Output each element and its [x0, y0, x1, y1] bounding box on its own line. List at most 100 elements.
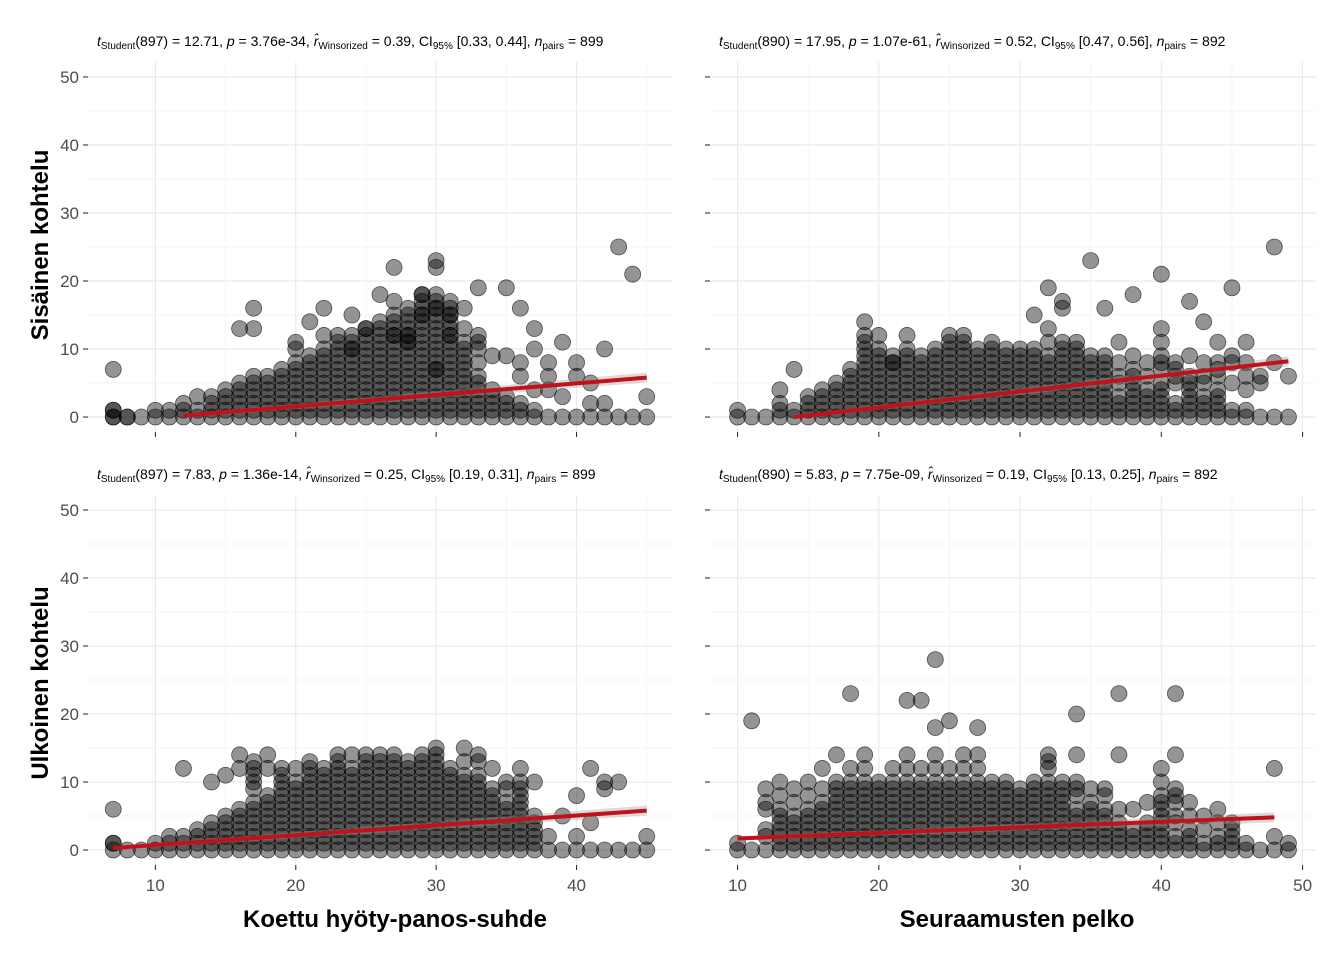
data-point: [898, 361, 916, 378]
data-point: [441, 766, 459, 784]
data-point: [259, 388, 277, 406]
data-point: [511, 408, 529, 426]
data-point: [870, 381, 888, 399]
data-point: [497, 794, 515, 811]
data-point: [1167, 828, 1184, 845]
data-point: [912, 800, 930, 818]
data-point: [469, 327, 487, 344]
data-point: [315, 347, 333, 365]
data-point: [898, 800, 916, 818]
data-point: [1195, 374, 1213, 392]
data-point: [385, 787, 403, 805]
data-point: [1025, 401, 1043, 419]
data-point: [624, 841, 642, 859]
data-point: [828, 381, 845, 399]
data-point: [399, 766, 417, 784]
data-point: [771, 395, 789, 412]
data-point: [455, 299, 473, 317]
data-point: [511, 395, 529, 412]
data-point: [941, 354, 958, 372]
data-point: [1110, 834, 1128, 852]
data-point: [301, 766, 319, 784]
data-point: [441, 841, 459, 859]
data-point: [969, 807, 987, 825]
data-point: [371, 746, 389, 764]
data-point: [469, 773, 487, 791]
data-point: [357, 760, 375, 777]
data-point: [757, 780, 775, 798]
data-point: [870, 374, 888, 392]
data-point: [287, 780, 305, 798]
data-point: [1110, 800, 1128, 818]
data-point: [1223, 347, 1241, 365]
data-point: [483, 828, 501, 845]
data-point: [1167, 746, 1184, 764]
data-point: [329, 773, 347, 791]
data-point: [955, 333, 972, 351]
x-axis: [154, 432, 578, 437]
data-point: [540, 828, 557, 845]
data-point: [217, 807, 234, 825]
data-point: [469, 367, 487, 385]
data-point: [231, 814, 249, 832]
data-point: [455, 800, 473, 818]
data-point: [371, 361, 389, 378]
data-point: [469, 766, 487, 784]
data-point: [455, 834, 473, 852]
data-point: [245, 299, 263, 317]
data-point: [343, 381, 361, 399]
data-point: [1181, 828, 1198, 845]
data-point: [856, 354, 874, 372]
data-point: [455, 753, 473, 771]
data-point: [413, 354, 431, 372]
data-point: [1068, 361, 1085, 378]
data-point: [799, 388, 817, 406]
data-point: [1181, 293, 1198, 310]
data-point: [315, 340, 333, 358]
data-point: [926, 794, 944, 811]
data-point: [343, 374, 361, 392]
data-point: [771, 773, 789, 791]
data-point: [1096, 401, 1114, 419]
data-point: [385, 753, 403, 771]
data-point: [329, 800, 347, 818]
data-point: [357, 381, 375, 399]
y-axis: [705, 76, 710, 418]
data-point: [638, 388, 656, 406]
data-point: [118, 408, 136, 426]
data-point: [884, 800, 902, 818]
data-point: [427, 333, 445, 351]
data-point: [217, 388, 234, 406]
data-point: [385, 313, 403, 331]
data-point: [955, 773, 972, 791]
data-point: [926, 354, 944, 372]
data-point: [1152, 800, 1170, 818]
data-point: [1152, 408, 1170, 426]
data-point: [427, 340, 445, 358]
data-point: [146, 401, 164, 419]
data-point: [413, 780, 431, 798]
data-point: [217, 381, 234, 399]
data-point: [259, 787, 277, 805]
data-point: [469, 279, 487, 297]
data-point: [511, 367, 529, 385]
stats-subtitle: tStudent(890) = 17.95, p = 1.07e-61, r̂W…: [719, 32, 1226, 52]
data-point: [427, 306, 445, 324]
data-point: [969, 800, 987, 818]
data-point: [856, 794, 874, 811]
data-point: [1039, 760, 1057, 777]
data-point: [399, 361, 417, 378]
data-point: [1138, 794, 1156, 811]
data-point: [941, 408, 958, 426]
data-point: [1124, 834, 1142, 852]
data-point: [1152, 265, 1170, 283]
data-point: [357, 800, 375, 818]
y-tick-label: 20: [60, 705, 79, 724]
data-point: [399, 367, 417, 385]
data-point: [371, 408, 389, 426]
data-point: [175, 395, 192, 412]
data-point: [357, 361, 375, 378]
data-point: [413, 327, 431, 344]
data-point: [399, 800, 417, 818]
x-axis: 10 20 30 40 50: [728, 865, 1312, 895]
